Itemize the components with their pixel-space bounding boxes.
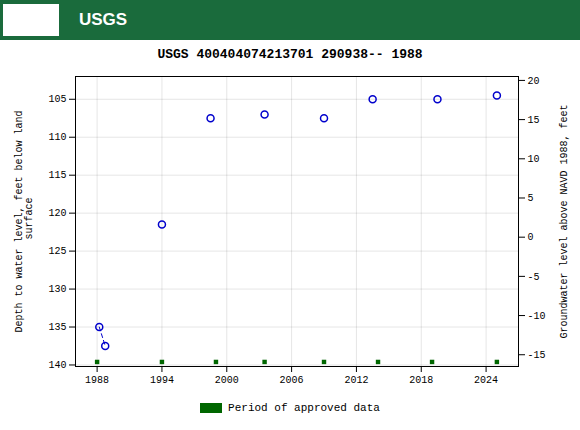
svg-text:110: 110: [48, 132, 66, 143]
svg-text:2012: 2012: [344, 375, 368, 386]
svg-text:125: 125: [48, 246, 66, 257]
svg-text:2000: 2000: [215, 375, 239, 386]
html-text:USGS: USGS: [79, 10, 128, 29]
svg-text:130: 130: [48, 284, 66, 295]
svg-text:5: 5: [528, 193, 534, 204]
svg-text:15: 15: [528, 115, 540, 126]
svg-text:20: 20: [528, 76, 540, 87]
svg-text:1994: 1994: [150, 375, 174, 386]
svg-text:10: 10: [528, 154, 540, 165]
svg-text:105: 105: [48, 94, 66, 105]
svg-text:-15: -15: [528, 350, 546, 361]
html-text:USGS 400404074213701 290938--: USGS 400404074213701 290938-- 1988: [157, 47, 423, 62]
svg-text:Depth to water level, feet bel: Depth to water level, feet below land su…: [14, 110, 35, 332]
svg-text:120: 120: [48, 208, 66, 219]
svg-text:-10: -10: [528, 311, 546, 322]
svg-text:115: 115: [48, 170, 66, 181]
svg-text:2006: 2006: [280, 375, 304, 386]
html-text:Period of approved data: Period of approved data: [228, 402, 380, 414]
svg-text:2024: 2024: [474, 375, 498, 386]
svg-text:-5: -5: [528, 272, 540, 283]
svg-text:140: 140: [48, 360, 66, 371]
svg-text:Groundwater level above NAVD 1: Groundwater level above NAVD 1988, feet: [559, 104, 570, 338]
svg-text:135: 135: [48, 322, 66, 333]
svg-text:0: 0: [528, 232, 534, 243]
svg-text:2018: 2018: [409, 375, 433, 386]
svg-text:1988: 1988: [85, 375, 109, 386]
